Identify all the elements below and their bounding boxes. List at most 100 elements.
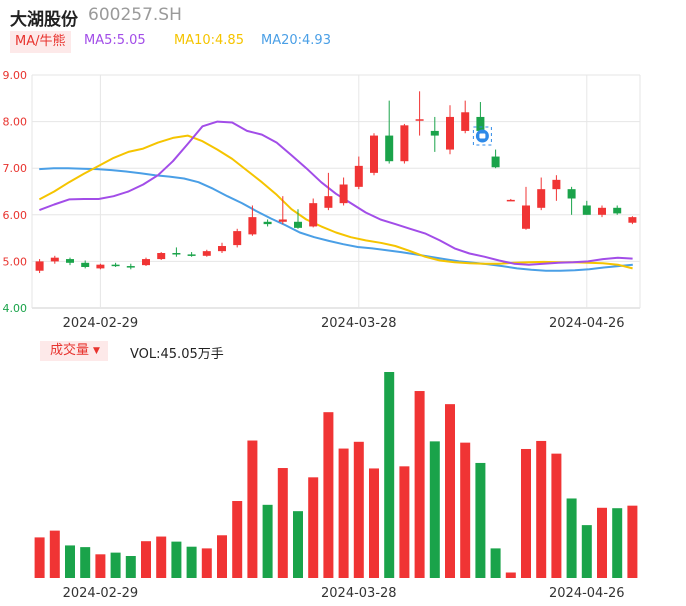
candle-body	[506, 199, 515, 202]
volume-indicator-dropdown[interactable]: 成交量 ▼	[40, 341, 108, 361]
volume-date-tick-label: 2024-04-26	[549, 586, 625, 601]
event-marker-icon[interactable]	[472, 126, 492, 146]
volume-bar	[581, 525, 592, 578]
candle-body	[66, 259, 74, 263]
volume-bar	[156, 536, 167, 578]
candle-body	[385, 135, 394, 162]
stock-name: 大湖股份	[10, 10, 78, 30]
volume-bar	[34, 537, 45, 578]
candle-body	[522, 205, 530, 229]
volume-date-tick-label: 2024-03-28	[321, 586, 397, 601]
candles	[35, 91, 637, 274]
volume-bar	[597, 507, 607, 578]
volume-bar	[110, 552, 121, 578]
volume-date-tick-label: 2024-02-29	[63, 586, 139, 601]
candle-body	[278, 219, 287, 222]
candle-body	[309, 203, 318, 227]
volume-bar	[125, 556, 136, 578]
candle-body	[552, 179, 561, 190]
candle-body	[142, 259, 150, 266]
candle-body	[96, 264, 105, 269]
candle-body	[582, 205, 591, 215]
volume-bar	[384, 372, 395, 578]
ma10-value: MA10:4.85	[174, 33, 244, 48]
volume-bar	[475, 462, 486, 578]
volume-bar	[277, 468, 288, 578]
candle-body	[50, 257, 59, 262]
candle-body	[370, 135, 378, 173]
volume-bar	[414, 391, 425, 578]
volume-bar	[399, 466, 410, 578]
y-tick-label: 9.00	[3, 69, 28, 82]
y-tick-label: 5.00	[3, 255, 28, 268]
candle-body	[339, 184, 348, 204]
volume-bar	[536, 440, 547, 578]
candle-body	[248, 217, 257, 235]
candle-body	[126, 266, 135, 268]
volume-bar	[262, 504, 273, 578]
caret-down-icon: ▼	[93, 346, 100, 356]
candle-body	[446, 116, 454, 150]
candle-body	[233, 231, 242, 246]
volume-bar	[323, 412, 334, 578]
volume-bar	[627, 505, 638, 578]
volume-bar	[186, 546, 197, 578]
candle-body	[218, 246, 226, 252]
volume-bar	[369, 468, 379, 578]
volume-bar	[232, 501, 243, 578]
ma-indicator-tab[interactable]: MA/牛熊	[10, 31, 71, 53]
stock-code: 600257.SH	[88, 5, 182, 25]
date-tick-label: 2024-04-26	[549, 316, 625, 331]
volume-bar	[521, 448, 531, 578]
volume-bar	[49, 530, 60, 578]
ma-lines	[38, 120, 633, 272]
candle-body	[567, 189, 576, 199]
y-tick-label: 8.00	[3, 116, 28, 129]
date-tick-label: 2024-03-28	[321, 316, 397, 331]
volume-bar	[338, 448, 349, 578]
ma5-value: MA5:5.05	[84, 33, 146, 48]
volume-bar	[460, 442, 471, 578]
candle-body	[263, 221, 272, 225]
candle-body	[172, 253, 181, 255]
ma10-line	[38, 134, 633, 270]
volume-bar	[505, 572, 516, 578]
volume-tag-label: 成交量	[50, 343, 90, 358]
y-tick-label: 6.00	[3, 209, 28, 222]
marker-frame	[472, 126, 492, 146]
candle-body	[537, 189, 546, 208]
volume-bars	[34, 372, 638, 578]
volume-bar	[490, 548, 501, 578]
candle-body	[294, 221, 302, 228]
candle-body	[476, 116, 485, 131]
volume-bar	[247, 440, 258, 578]
candle-body	[415, 119, 424, 121]
y-tick-label: 7.00	[3, 162, 28, 175]
volume-bar	[293, 511, 303, 578]
candle-body	[400, 125, 409, 162]
price-grid	[31, 74, 641, 309]
date-tick-label: 2024-02-29	[63, 316, 139, 331]
volume-bar	[429, 441, 440, 578]
candle-body	[187, 254, 196, 256]
ma20-line	[39, 167, 633, 272]
volume-bar	[308, 477, 319, 578]
candle-body	[598, 207, 606, 215]
candle-body	[35, 261, 44, 271]
candle-body	[628, 217, 637, 223]
y-tick-label: 4.00	[3, 302, 28, 315]
volume-bar	[566, 498, 577, 578]
volume-bar	[445, 404, 455, 578]
candle-body	[111, 264, 120, 267]
volume-bar	[201, 548, 212, 578]
volume-bar	[353, 441, 364, 578]
marker-glyph	[479, 133, 486, 139]
candle-body	[202, 251, 211, 256]
candle-body	[461, 112, 470, 131]
volume-value: VOL:45.05万手	[130, 347, 224, 362]
volume-bar	[95, 554, 106, 578]
volume-bar	[551, 453, 562, 578]
candle-body	[81, 262, 90, 267]
volume-bar	[612, 508, 623, 578]
